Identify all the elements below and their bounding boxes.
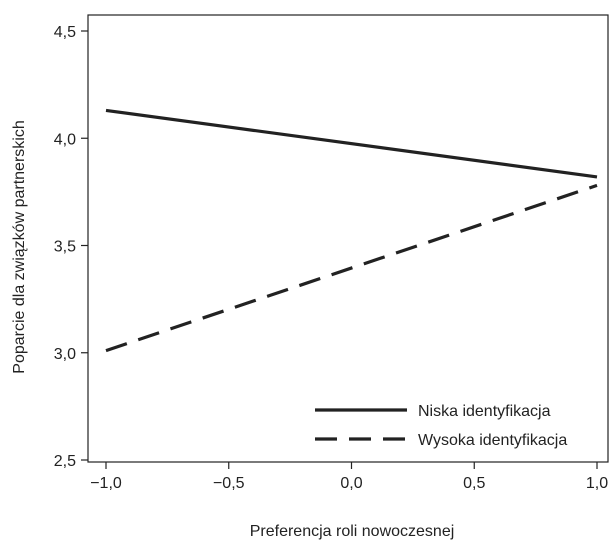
y-tick-label: 3,0 bbox=[54, 346, 76, 363]
x-axis-ticks: −1,0 −0,5 0,0 0,5 1,0 bbox=[90, 462, 608, 492]
y-axis-title: Poparcie dla związków partnerskich bbox=[11, 120, 28, 373]
y-tick-label: 2,5 bbox=[54, 453, 76, 470]
x-tick-label: −1,0 bbox=[90, 475, 122, 492]
x-axis-title: Preferencja roli nowoczesnej bbox=[250, 523, 455, 540]
y-tick-label: 4,5 bbox=[54, 24, 76, 41]
x-tick-label: 1,0 bbox=[586, 475, 608, 492]
series-line-niska bbox=[105, 108, 598, 179]
x-tick-label: −0,5 bbox=[213, 475, 245, 492]
y-axis-ticks: 2,5 3,0 3,5 4,0 4,5 bbox=[54, 24, 88, 470]
series-lines bbox=[105, 108, 598, 353]
y-tick-label: 3,5 bbox=[54, 239, 76, 256]
y-tick-label: 4,0 bbox=[54, 131, 76, 148]
x-tick-label: 0,5 bbox=[463, 475, 485, 492]
legend-label: Niska identyfikacja bbox=[418, 403, 551, 420]
legend-label: Wysoka identyfikacja bbox=[418, 432, 567, 449]
series-line-wysoka bbox=[105, 183, 598, 353]
x-tick-label: 0,0 bbox=[340, 475, 362, 492]
plot-frame bbox=[87, 14, 609, 463]
legend: Niska identyfikacja Wysoka identyfikacja bbox=[315, 403, 567, 449]
